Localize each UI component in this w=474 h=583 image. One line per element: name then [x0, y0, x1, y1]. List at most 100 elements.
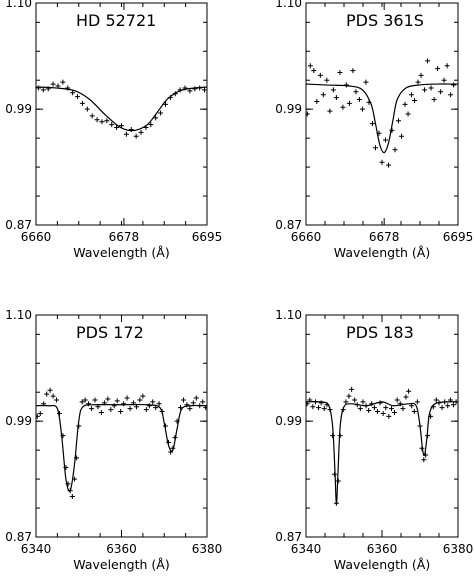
data-point [402, 101, 408, 107]
data-point [442, 399, 448, 405]
data-point [163, 423, 169, 429]
data-point [406, 388, 412, 394]
data-point [383, 405, 389, 411]
chart-panel-4: PDS 183 0.87 0.99 1.10 6340 6360 6380 Wavelengt… [275, 308, 473, 572]
data-point [377, 400, 383, 406]
chart-panel-3: PDS 172 0.87 0.99 1.10 6340 6360 6380 Wavelengt… [5, 308, 222, 572]
plot-frame [305, 314, 459, 538]
panel-title: PDS 183 [346, 323, 414, 342]
data-point [170, 445, 176, 451]
data-point [128, 126, 134, 132]
data-point [306, 401, 310, 407]
data-point [94, 117, 100, 123]
data-point [324, 77, 330, 83]
data-point [447, 397, 453, 403]
data-point [184, 402, 190, 408]
data-point [50, 81, 56, 87]
data-point [45, 86, 51, 92]
data-point [422, 87, 428, 93]
x-axis-label: Wavelength (Å) [334, 557, 430, 572]
data-point [44, 391, 50, 397]
data-point [431, 97, 437, 103]
data-point [124, 395, 130, 401]
data-point [428, 85, 434, 91]
data-point [419, 445, 425, 451]
data-point [425, 433, 431, 439]
data-point [310, 404, 316, 410]
data-point [400, 406, 406, 412]
y-tick-label: 1.10 [275, 308, 302, 322]
data-point [448, 92, 454, 98]
data-point [190, 400, 196, 406]
data-point [104, 118, 110, 124]
data-point [79, 399, 85, 405]
data-point [101, 400, 107, 406]
data-point [371, 405, 377, 411]
data-point [330, 87, 336, 93]
x-tick-label: 6380 [192, 542, 223, 556]
data-point [411, 409, 417, 415]
panel-title: PDS 361S [346, 11, 424, 30]
data-point [202, 87, 207, 93]
data-point [67, 488, 73, 494]
y-tick-label: 0.99 [5, 414, 32, 428]
data-point [392, 409, 398, 415]
data-point [148, 122, 154, 128]
data-point [436, 400, 442, 406]
data-point [376, 130, 382, 136]
data-point [320, 92, 326, 98]
data-point [360, 399, 366, 405]
data-point [121, 401, 127, 407]
x-axis-label: Wavelength (Å) [334, 245, 430, 260]
data-point [65, 85, 71, 91]
data-point [350, 68, 356, 74]
data-point [153, 405, 159, 411]
data-point [140, 393, 146, 399]
data-point [340, 104, 346, 110]
model-fit-line [36, 403, 207, 492]
data-point [50, 393, 56, 399]
data-point [363, 403, 369, 409]
y-tick-label: 0.99 [275, 414, 302, 428]
data-point [114, 398, 120, 404]
data-point [84, 106, 90, 112]
data-point [36, 413, 40, 419]
data-point [372, 145, 378, 151]
data-point [359, 106, 365, 112]
data-point [349, 386, 355, 392]
x-tick-label: 6695 [443, 230, 474, 244]
data-point [40, 87, 46, 93]
data-point [409, 403, 415, 409]
data-point [105, 396, 111, 402]
data-point [386, 413, 392, 419]
data-point [363, 79, 369, 85]
x-tick-label: 6695 [192, 230, 223, 244]
data-point [335, 478, 341, 484]
data-point [130, 400, 136, 406]
data-point [172, 435, 178, 441]
data-point [174, 418, 180, 424]
data-point [396, 118, 402, 124]
data-point [307, 397, 313, 403]
x-tick-label: 6678 [369, 230, 400, 244]
data-point [374, 409, 380, 415]
x-tick-label: 6340 [21, 542, 52, 556]
data-point [197, 85, 203, 91]
data-point [340, 407, 346, 413]
data-point [317, 72, 323, 78]
panel-title: HD 52721 [76, 11, 156, 30]
data-point [177, 405, 183, 411]
data-point [369, 401, 375, 407]
data-point [330, 433, 336, 439]
data-point [311, 68, 317, 74]
data-point [433, 397, 439, 403]
data-point [180, 397, 186, 403]
data-point [369, 121, 375, 127]
data-point [37, 410, 43, 416]
data-point [86, 401, 92, 407]
data-point [166, 439, 172, 445]
data-point [197, 403, 203, 409]
chart-panel-1: HD 52721 0.87 0.99 1.10 6660 6678 6695 Waveleng… [5, 0, 222, 260]
data-point [76, 423, 82, 429]
